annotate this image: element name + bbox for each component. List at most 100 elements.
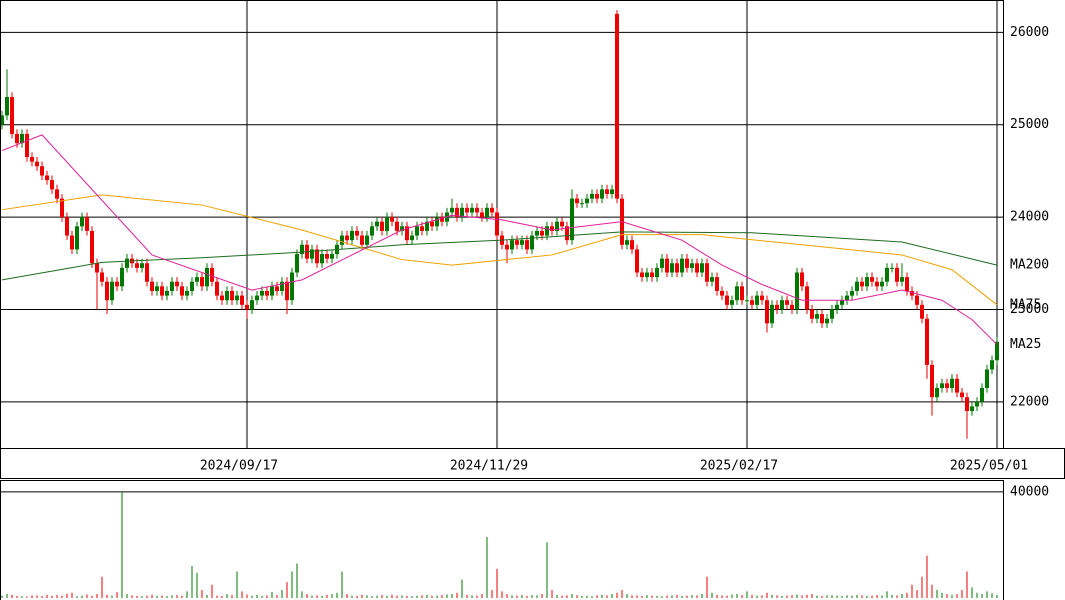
- candle-body: [190, 281, 194, 291]
- candle-body: [390, 217, 394, 222]
- candle-body: [885, 267, 889, 282]
- candle-body: [205, 267, 209, 287]
- candle-body: [980, 387, 984, 402]
- candle-body: [915, 295, 919, 305]
- candle-body: [115, 281, 119, 287]
- candle-body: [420, 226, 424, 231]
- candle-body: [870, 277, 874, 282]
- candle-body: [925, 318, 929, 365]
- candle-body: [380, 221, 384, 231]
- moving-average-line: [1, 134, 998, 345]
- candle-body: [325, 254, 329, 259]
- candle-body: [820, 314, 824, 324]
- candle-body: [270, 286, 274, 296]
- candle-body: [385, 217, 389, 231]
- candle-body: [440, 217, 444, 222]
- candle-body: [80, 217, 84, 227]
- candle-body: [850, 290, 854, 296]
- x-tick-label: 2025/02/17: [700, 459, 778, 474]
- grid: [0, 0, 1003, 493]
- candle-body: [155, 286, 159, 291]
- candle-body: [85, 217, 89, 231]
- candle-body: [535, 230, 539, 236]
- candle-body: [20, 133, 24, 144]
- candle-body: [145, 263, 149, 282]
- price-frame: [0, 0, 1004, 449]
- candle-body: [415, 226, 419, 236]
- candle-body: [275, 286, 279, 291]
- candle-body: [360, 235, 364, 245]
- y-tick-label: 26000: [1010, 25, 1049, 40]
- candle-body: [545, 226, 549, 236]
- candle-body: [540, 230, 544, 236]
- candle-body: [40, 166, 44, 176]
- candle-body: [110, 281, 114, 301]
- candle-body: [340, 235, 344, 245]
- candle-body: [395, 221, 399, 231]
- candle-body: [25, 133, 29, 158]
- candle-body: [15, 133, 19, 144]
- y-tick-label: 24000: [1010, 210, 1049, 225]
- candle-body: [610, 189, 614, 194]
- candle-body: [435, 217, 439, 227]
- candle-body: [650, 272, 654, 278]
- candle-body: [645, 272, 649, 278]
- candle-body: [45, 175, 49, 181]
- candle-body: [525, 240, 529, 250]
- candle-body: [565, 226, 569, 241]
- candle-body: [945, 383, 949, 388]
- candle-body: [240, 295, 244, 305]
- x-tick-label: 2024/09/17: [200, 459, 278, 474]
- marks: [0, 10, 999, 598]
- candle-body: [785, 300, 789, 305]
- candle-body: [180, 286, 184, 296]
- candle-body: [590, 193, 594, 199]
- candle-body: [665, 258, 669, 273]
- candle-body: [470, 207, 474, 213]
- candle-body: [975, 401, 979, 407]
- candle-body: [350, 230, 354, 241]
- candle-body: [695, 263, 699, 273]
- candle-body: [830, 309, 834, 319]
- candle-body: [0, 115, 4, 125]
- candle-body: [735, 286, 739, 301]
- candle-body: [755, 295, 759, 305]
- candle-body: [855, 281, 859, 291]
- candle-body: [140, 263, 144, 268]
- candle-body: [805, 286, 809, 310]
- candle-body: [825, 318, 829, 324]
- candle-body: [310, 249, 314, 259]
- candle-body: [150, 281, 154, 291]
- candle-body: [605, 189, 609, 194]
- candle-body: [555, 221, 559, 231]
- candle-body: [745, 300, 749, 302]
- candle-body: [230, 290, 234, 301]
- candle-body: [250, 300, 254, 310]
- series-label: MA75: [1010, 297, 1041, 312]
- candle-body: [910, 290, 914, 296]
- candle-body: [670, 263, 674, 273]
- candle-body: [990, 360, 994, 370]
- candle-body: [255, 295, 259, 301]
- candle-body: [685, 258, 689, 268]
- moving-average-line: [1, 231, 998, 281]
- candle-body: [800, 272, 804, 287]
- candle-body: [935, 387, 939, 398]
- candle-body: [365, 235, 369, 245]
- y-tick-label: 23000: [1010, 302, 1049, 317]
- candle-body: [920, 304, 924, 319]
- candle-body: [330, 254, 334, 259]
- candle-body: [750, 300, 754, 305]
- candle-body: [520, 240, 524, 245]
- candle-body: [375, 221, 379, 227]
- candle-body: [425, 221, 429, 231]
- candle-body: [30, 157, 34, 162]
- candle-body: [290, 272, 294, 301]
- candle-body: [400, 226, 404, 231]
- candle-body: [245, 304, 249, 310]
- candle-body: [955, 378, 959, 393]
- candle-body: [815, 314, 819, 319]
- candle-body: [315, 249, 319, 264]
- candle-body: [640, 272, 644, 278]
- candle-body: [355, 230, 359, 236]
